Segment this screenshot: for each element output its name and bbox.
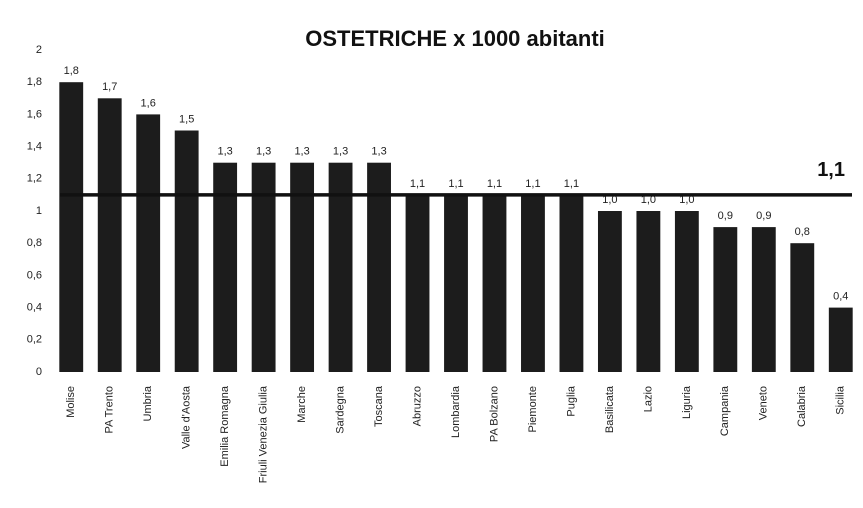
- value-label: 1,3: [333, 146, 348, 158]
- value-label: 1,7: [102, 81, 117, 93]
- bar: [790, 243, 815, 372]
- x-tick-label: Piemonte: [527, 386, 539, 432]
- x-tick-label: PA Trento: [104, 386, 116, 434]
- value-label: 1,5: [179, 113, 194, 125]
- x-tick-label: Toscana: [373, 385, 385, 427]
- y-tick-label: 1: [36, 205, 42, 217]
- value-label: 0,8: [795, 226, 810, 238]
- x-tick-label: Puglia: [565, 385, 577, 416]
- x-tick-label: Umbria: [142, 385, 154, 421]
- y-tick-label: 1,8: [27, 76, 42, 88]
- y-tick-label: 1,6: [27, 108, 42, 120]
- value-label: 1,8: [64, 65, 79, 77]
- x-tick-label: Sardegna: [334, 385, 346, 434]
- value-label: 1,3: [256, 146, 271, 158]
- bar: [97, 98, 122, 373]
- value-label: 1,1: [410, 178, 425, 190]
- y-tick-label: 0,6: [27, 269, 42, 281]
- bar: [482, 194, 507, 372]
- bar: [136, 114, 161, 373]
- x-tick-label: Abruzzo: [411, 386, 423, 426]
- bar: [674, 211, 699, 372]
- x-tick-label: Campania: [719, 385, 731, 436]
- x-tick-label: PA Bolzano: [488, 386, 500, 442]
- y-tick-label: 1,4: [27, 141, 42, 153]
- x-tick-label: Veneto: [758, 386, 770, 420]
- value-label: 0,9: [756, 210, 771, 222]
- value-label: 1,1: [448, 178, 463, 190]
- value-label: 1,0: [641, 194, 656, 206]
- y-tick-label: 0,2: [27, 334, 42, 346]
- value-label: 1,3: [217, 146, 232, 158]
- bar: [290, 162, 315, 372]
- x-tick-label: Emilia Romagna: [219, 385, 231, 467]
- y-tick-label: 0,8: [27, 237, 42, 249]
- value-label: 1,1: [564, 178, 579, 190]
- bar: [713, 227, 738, 372]
- bar: [59, 82, 84, 372]
- x-tick-label: Sicilia: [835, 385, 847, 415]
- bar: [174, 130, 199, 372]
- x-tick-label: Liguria: [681, 385, 693, 419]
- bar: [328, 162, 353, 372]
- bar: [751, 227, 776, 372]
- value-label: 1,1: [487, 178, 502, 190]
- reference-label: 1,1: [817, 159, 845, 181]
- value-label: 1,3: [294, 146, 309, 158]
- value-label: 0,9: [718, 210, 733, 222]
- y-tick-label: 0: [36, 366, 42, 378]
- x-tick-label: Molise: [65, 386, 77, 418]
- value-label: 0,4: [833, 291, 848, 303]
- x-tick-label: Valle d'Aosta: [181, 385, 193, 449]
- x-tick-label: Basilicata: [604, 385, 616, 433]
- x-tick-label: Marche: [296, 386, 308, 423]
- bar: [828, 307, 853, 372]
- bar: [405, 194, 430, 372]
- y-tick-label: 1,2: [27, 173, 42, 185]
- x-tick-label: Friuli Venezia Giulia: [258, 385, 270, 483]
- y-tick-label: 2: [36, 44, 42, 56]
- bar: [597, 211, 622, 372]
- value-label: 1,0: [679, 194, 694, 206]
- chart-title: OSTETRICHE x 1000 abitanti: [305, 26, 605, 51]
- x-tick-label: Lazio: [642, 386, 654, 412]
- x-tick-label: Calabria: [796, 385, 808, 427]
- value-label: 1,0: [602, 194, 617, 206]
- bar: [367, 162, 391, 372]
- bar: [521, 194, 545, 372]
- value-label: 1,3: [371, 146, 386, 158]
- bar: [636, 211, 661, 372]
- x-tick-label: Lombardia: [450, 385, 462, 438]
- value-label: 1,1: [525, 178, 540, 190]
- bar: [559, 194, 584, 372]
- bar: [213, 162, 238, 372]
- value-label: 1,6: [141, 97, 156, 109]
- bar: [251, 162, 276, 372]
- bar: [444, 194, 468, 372]
- y-tick-label: 0,4: [27, 302, 42, 314]
